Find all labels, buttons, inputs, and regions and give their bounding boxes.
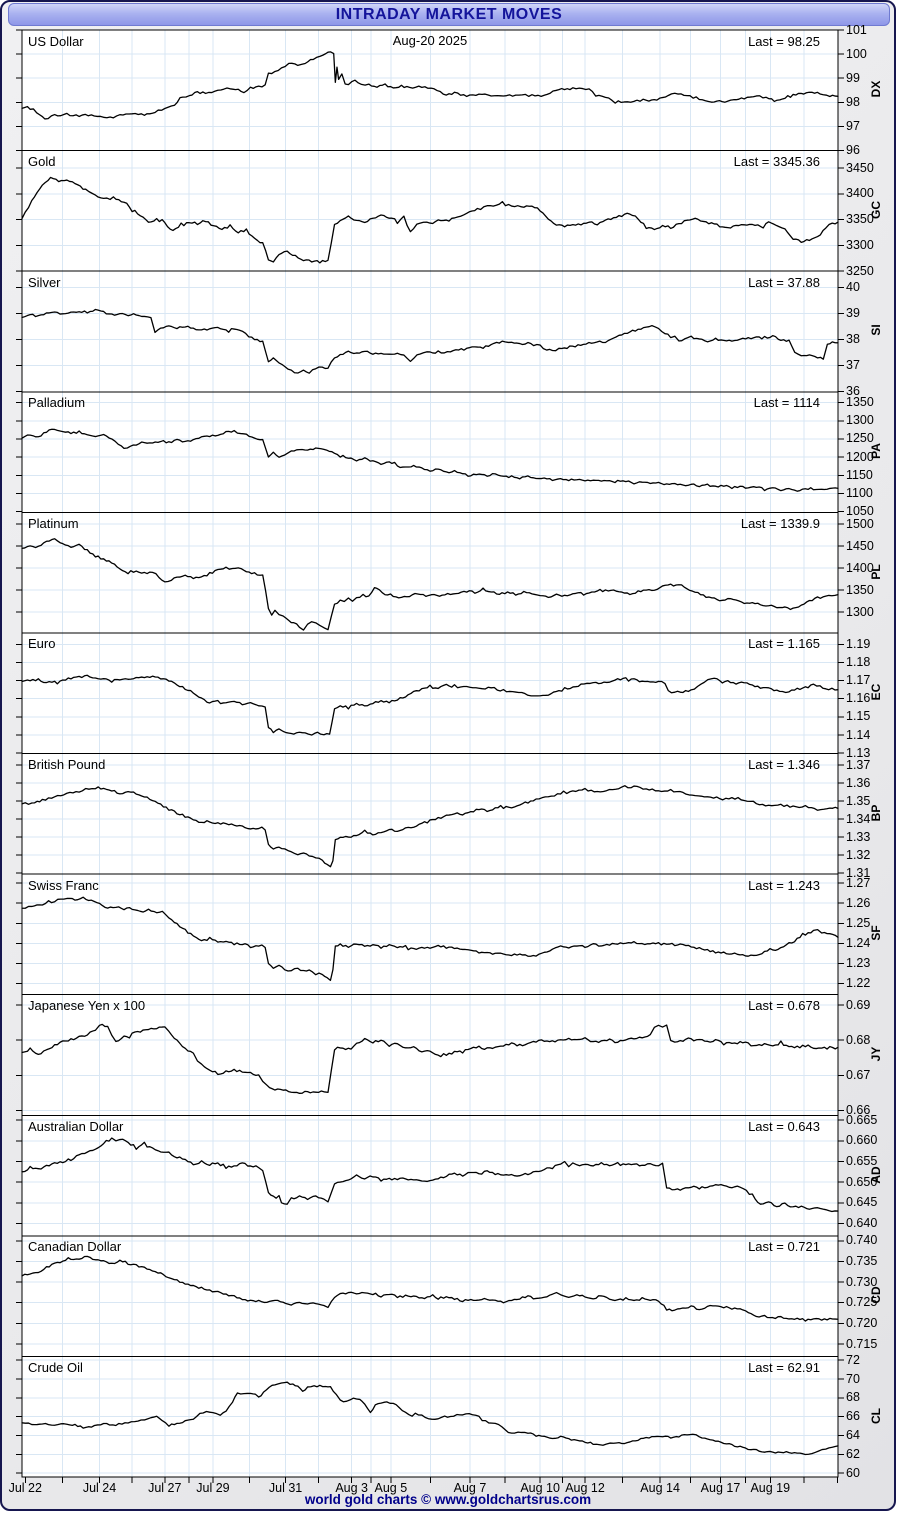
chart-header: INTRADAY MARKET MOVES <box>8 3 890 26</box>
page-title: INTRADAY MARKET MOVES <box>335 5 563 23</box>
footer-credit: world gold charts © www.goldchartsrus.co… <box>304 1492 592 1507</box>
